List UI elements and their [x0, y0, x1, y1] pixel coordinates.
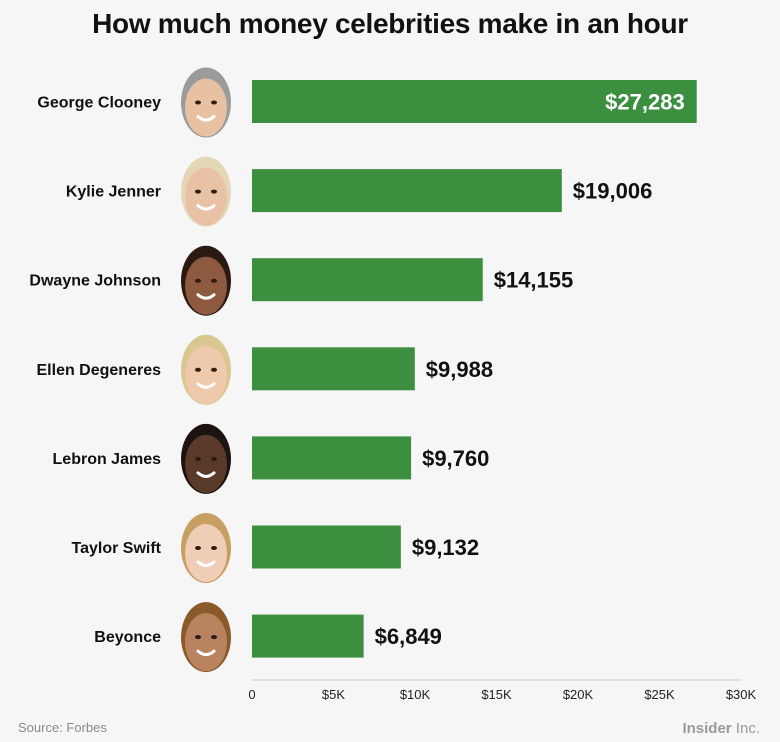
category-label: Dwayne Johnson	[29, 273, 161, 290]
data-label: $9,988	[426, 357, 493, 382]
x-tick-label: $15K	[481, 687, 512, 702]
bar	[252, 614, 364, 658]
data-label: $6,849	[375, 624, 442, 649]
x-tick-label: $25K	[644, 687, 675, 702]
category-label: Taylor Swift	[72, 540, 162, 557]
bar	[252, 258, 483, 302]
category-label: George Clooney	[37, 95, 161, 112]
bar	[252, 169, 562, 213]
category-label: Beyonce	[94, 629, 161, 646]
chart-title: How much money celebrities make in an ho…	[92, 8, 688, 39]
taylor-swift-face-icon	[181, 513, 231, 583]
brand-logo: Insider Inc.	[682, 720, 760, 737]
category-label: Kylie Jenner	[66, 184, 161, 201]
category-label: Ellen Degeneres	[37, 362, 162, 379]
dwayne-johnson-face-icon	[181, 245, 231, 316]
bar	[252, 347, 415, 391]
x-tick-label: $10K	[400, 687, 431, 702]
x-tick-label: $30K	[726, 687, 757, 702]
ellen-degeneres-face-icon	[181, 334, 231, 405]
x-tick-label: $20K	[563, 687, 594, 702]
bar	[252, 525, 401, 569]
george-clooney-face-icon	[181, 67, 231, 138]
x-tick-label: 0	[248, 687, 255, 702]
data-label: $9,132	[412, 535, 479, 560]
bar	[252, 80, 697, 123]
data-label: $27,283	[605, 90, 685, 115]
category-label: Lebron James	[53, 451, 162, 468]
kylie-jenner-face-icon	[181, 156, 231, 227]
source-note: Source: Forbes	[18, 720, 107, 735]
beyonce-face-icon	[181, 602, 231, 673]
bar	[252, 436, 412, 480]
data-label: $14,155	[494, 268, 574, 293]
lebron-james-face-icon	[181, 423, 231, 494]
data-label: $19,006	[573, 179, 653, 204]
x-tick-label: $5K	[322, 687, 345, 702]
data-label: $9,760	[422, 446, 489, 471]
